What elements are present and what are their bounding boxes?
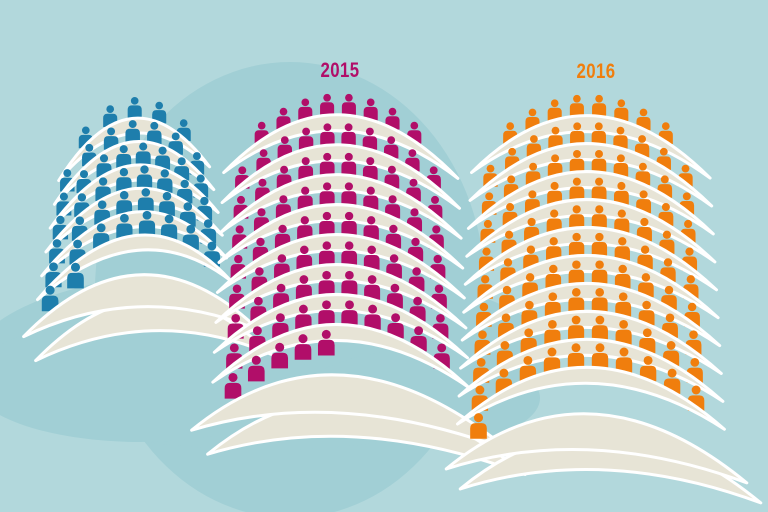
tier-band	[220, 143, 461, 210]
crowd-group-2016	[444, 94, 763, 505]
tier-band	[222, 113, 460, 180]
crowd-group-2015	[190, 93, 527, 476]
tier-band	[214, 263, 468, 330]
tier-band	[456, 365, 726, 431]
tier-band	[457, 337, 725, 403]
tier-band	[470, 114, 712, 180]
stage-arch	[444, 412, 749, 485]
tier-band	[465, 198, 717, 264]
year-label-2015: 2015	[321, 59, 360, 82]
year-label-2016: 2016	[577, 60, 616, 83]
tier-band	[468, 142, 714, 208]
tier-band	[462, 253, 720, 320]
tier-band	[217, 203, 465, 270]
tier-band	[215, 233, 466, 300]
crowd-groups	[22, 93, 763, 505]
tier-band	[463, 226, 718, 292]
tier-band	[460, 281, 722, 348]
tier-band	[219, 173, 463, 240]
tier-band	[212, 293, 469, 360]
tier-band	[459, 309, 723, 375]
crowd-group-left	[22, 97, 273, 363]
tier-band	[466, 170, 715, 236]
